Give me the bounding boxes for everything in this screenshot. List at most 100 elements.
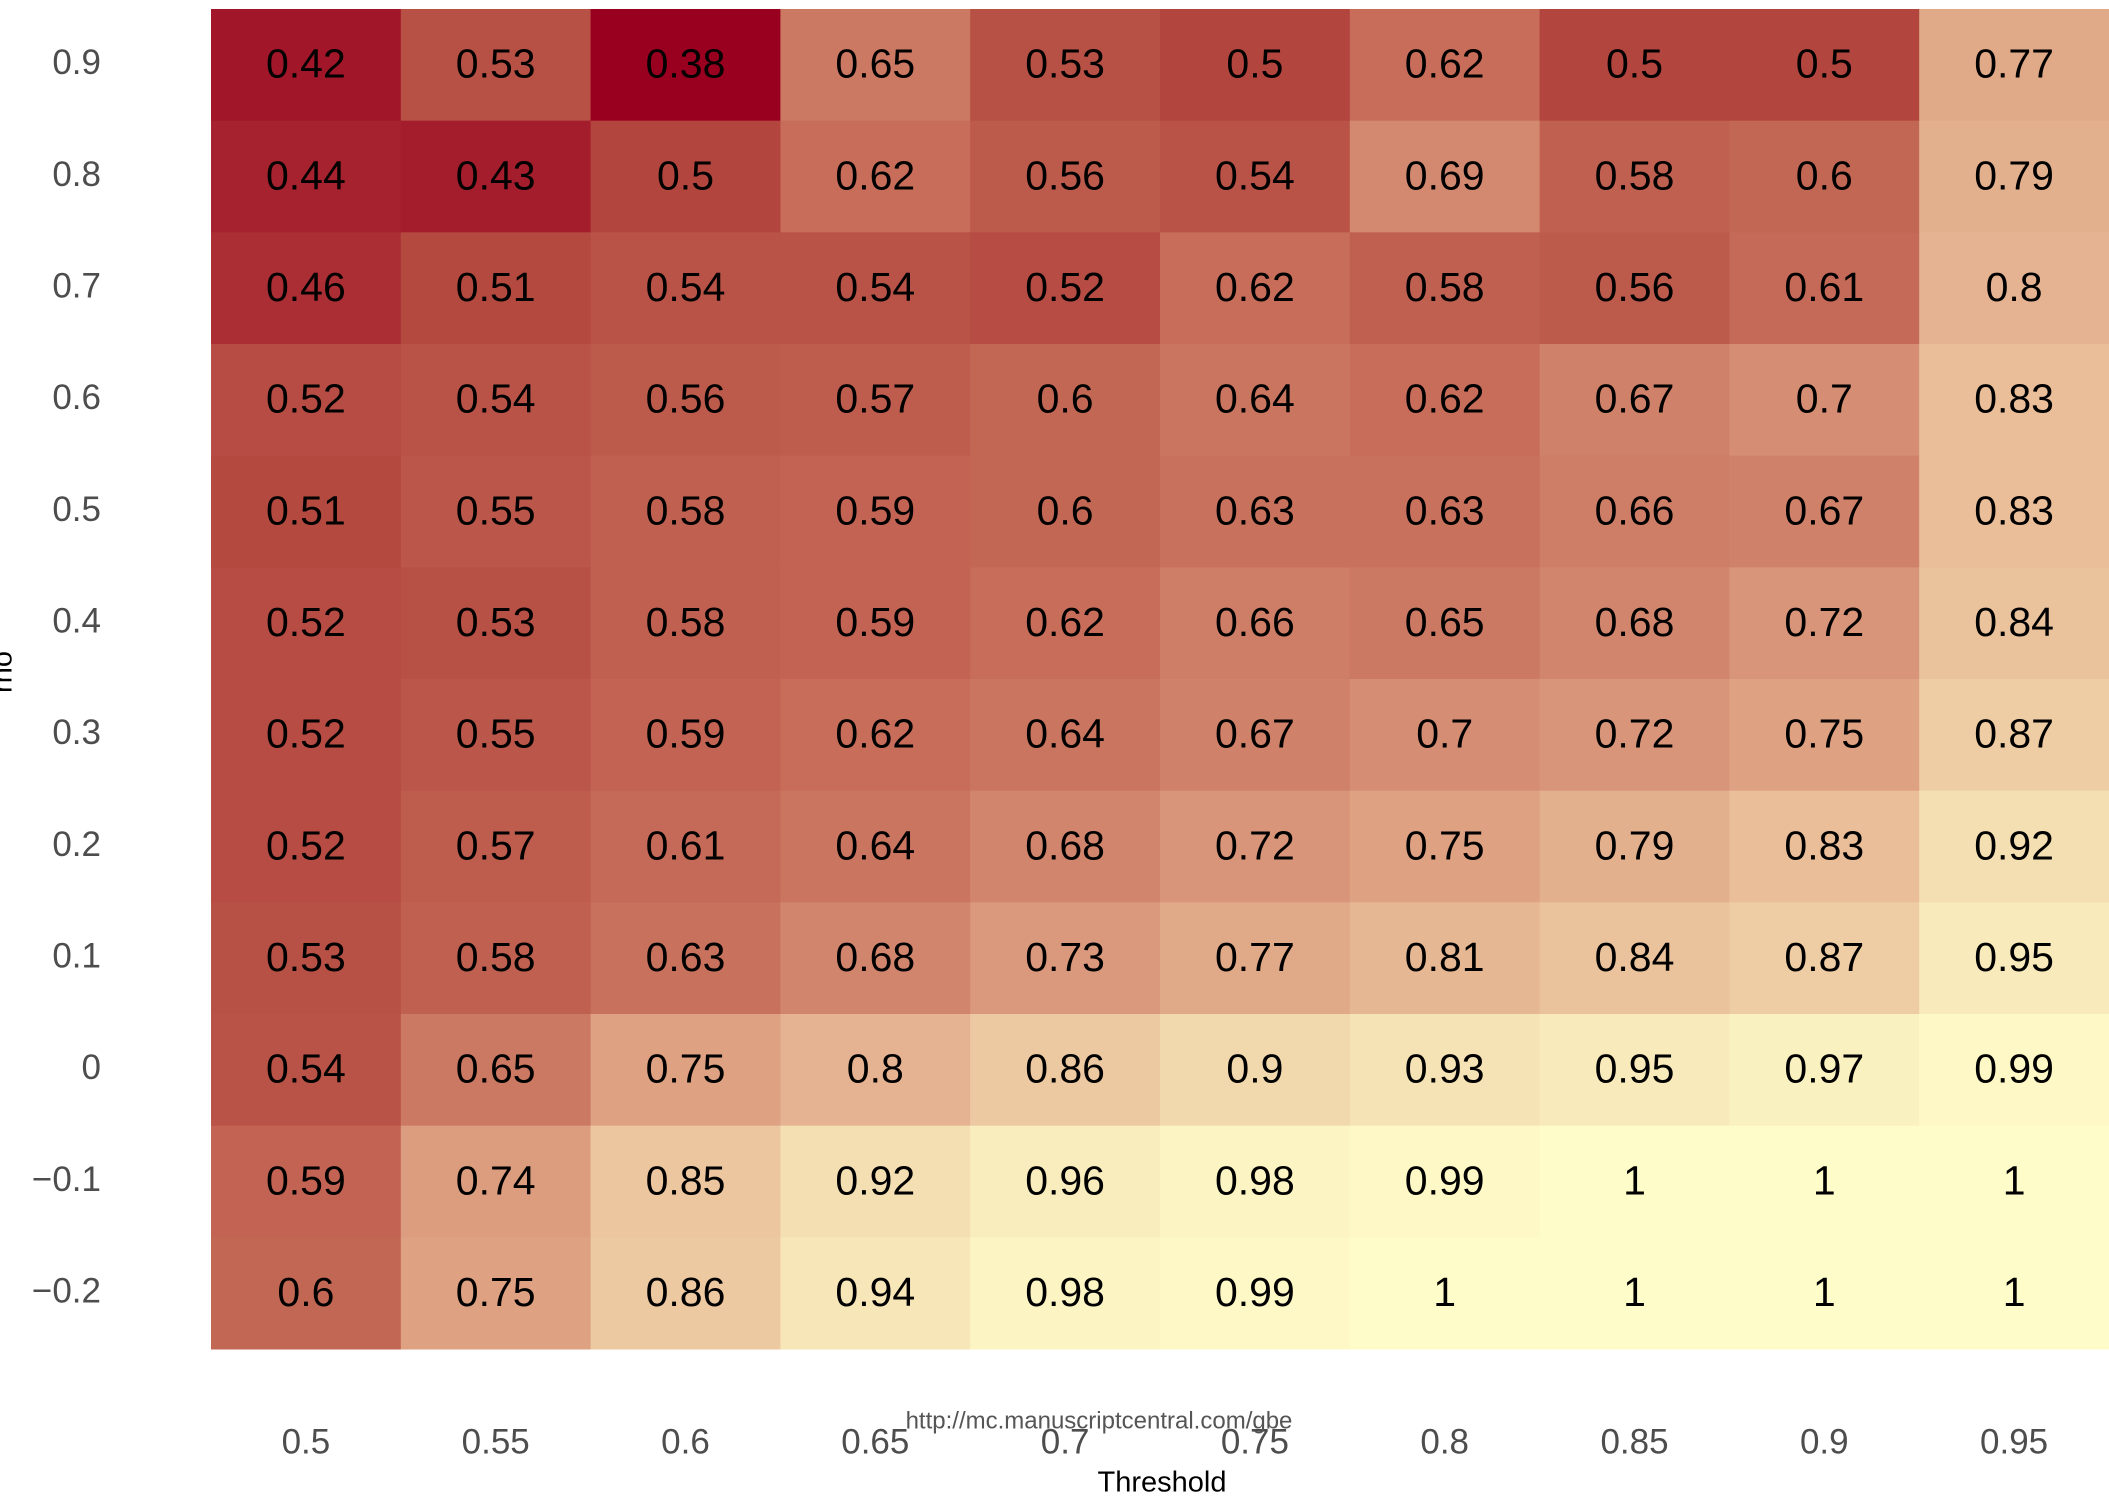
- y-tick-label: −0.1: [32, 1160, 101, 1199]
- cell-label: 0.64: [835, 822, 915, 868]
- heatmap-cell: [400, 1014, 592, 1127]
- cell-label: 0.63: [1215, 487, 1295, 533]
- heatmap-cell: [780, 1237, 971, 1350]
- x-tick-label: 0.95: [1980, 1422, 2048, 1461]
- y-tick-label: 0.1: [52, 936, 101, 975]
- cell-label: 0.94: [835, 1269, 915, 1315]
- cell-label: 0.74: [456, 1157, 536, 1203]
- cell-label: 0.72: [1215, 822, 1295, 868]
- x-tick-label: 0.9: [1800, 1422, 1849, 1461]
- heatmap-cell: [970, 790, 1161, 903]
- cell-label: 0.67: [1784, 487, 1864, 533]
- heatmap-cell: [1919, 1014, 2109, 1127]
- cell-label: 0.52: [266, 822, 346, 868]
- cell-label: 0.59: [835, 487, 915, 533]
- cell-label: 0.99: [1215, 1269, 1295, 1315]
- heatmap-cell: [211, 232, 402, 345]
- cell-label: 0.72: [1595, 711, 1675, 757]
- cell-label: 0.46: [266, 264, 346, 310]
- heatmap-cell: [1729, 232, 1920, 345]
- cell-label: 0.83: [1974, 376, 2054, 422]
- cell-label: 0.96: [1025, 1157, 1105, 1203]
- heatmap-cell: [590, 1014, 781, 1127]
- heatmap-cell: [1919, 790, 2109, 903]
- cell-label: 0.79: [1595, 822, 1675, 868]
- heatmap-cell: [970, 9, 1161, 122]
- heatmap-cell: [590, 1237, 781, 1350]
- cell-label: 0.52: [1025, 264, 1105, 310]
- heatmap-cell: [780, 790, 971, 903]
- heatmap-cell: [400, 1237, 592, 1350]
- heatmap-cell: [1160, 679, 1351, 792]
- cell-label: 0.52: [266, 376, 346, 422]
- heatmap-cell: [780, 902, 971, 1015]
- heatmap-cell: [1539, 790, 1730, 903]
- cell-label: 0.57: [456, 822, 536, 868]
- x-tick-label: 0.7: [1041, 1422, 1090, 1461]
- y-tick-label: 0.6: [52, 378, 101, 417]
- cell-label: 0.38: [646, 41, 726, 87]
- heatmap-cell: [400, 344, 592, 457]
- heatmap-cell: [1349, 120, 1541, 233]
- heatmap-cell: [211, 679, 402, 792]
- cell-label: 0.51: [456, 264, 536, 310]
- x-tick-label: 0.55: [462, 1422, 530, 1461]
- cell-label: 0.61: [1784, 264, 1864, 310]
- heatmap-cell: [780, 344, 971, 457]
- heatmap-cell: [1160, 790, 1351, 903]
- y-tick-label: 0: [82, 1048, 101, 1087]
- heatmap-cell: [1729, 567, 1920, 680]
- heatmap-cell: [1349, 455, 1541, 568]
- cell-label: 0.6: [1796, 152, 1853, 198]
- heatmap-cell: [1539, 1237, 1730, 1350]
- heatmap-cell: [970, 455, 1161, 568]
- heatmap-cell: [1160, 567, 1351, 680]
- cell-label: 1: [1433, 1269, 1456, 1315]
- cell-label: 0.65: [1405, 599, 1485, 645]
- cell-label: 0.63: [646, 934, 726, 980]
- cell-label: 0.59: [266, 1157, 346, 1203]
- cell-label: 0.53: [456, 41, 536, 87]
- heatmap-cell: [970, 679, 1161, 792]
- heatmap-cell: [211, 567, 402, 680]
- heatmap-cell: [1729, 790, 1920, 903]
- cell-label: 0.72: [1784, 599, 1864, 645]
- heatmap-cell: [780, 232, 971, 345]
- cell-label: 0.9: [1226, 1046, 1283, 1092]
- cell-label: 0.84: [1974, 599, 2054, 645]
- heatmap-cell: [1919, 1237, 2109, 1350]
- heatmap-cell: [780, 1125, 971, 1238]
- heatmap-cell: [211, 1014, 402, 1127]
- heatmap-cell: [1349, 1014, 1541, 1127]
- cell-label: 0.62: [1405, 376, 1485, 422]
- x-tick-label: 0.65: [841, 1422, 909, 1461]
- cell-label: 0.5: [1606, 41, 1663, 87]
- heatmap-cell: [1539, 455, 1730, 568]
- heatmap-cell: [1539, 567, 1730, 680]
- cell-label: 1: [1813, 1269, 1836, 1315]
- heatmap-cell: [970, 344, 1161, 457]
- cell-label: 0.65: [456, 1046, 536, 1092]
- heatmap-cell: [211, 1125, 402, 1238]
- cell-label: 0.64: [1215, 376, 1295, 422]
- y-tick-label: 0.7: [52, 266, 101, 305]
- cell-label: 0.83: [1784, 822, 1864, 868]
- cell-label: 0.75: [456, 1269, 536, 1315]
- heatmap-cell: [1349, 344, 1541, 457]
- cell-label: 0.97: [1784, 1046, 1864, 1092]
- cell-label: 0.63: [1405, 487, 1485, 533]
- cell-label: 0.54: [646, 264, 726, 310]
- x-tick-label: 0.5: [282, 1422, 331, 1461]
- heatmap-cell: [211, 902, 402, 1015]
- heatmap-cell: [590, 232, 781, 345]
- cell-label: 0.67: [1595, 376, 1675, 422]
- cell-label: 0.79: [1974, 152, 2054, 198]
- cell-label: 1: [2003, 1157, 2026, 1203]
- heatmap-cell: [780, 120, 971, 233]
- x-tick-label: 0.8: [1420, 1422, 1469, 1461]
- heatmap-cell: [1539, 232, 1730, 345]
- heatmap-cell: [1160, 232, 1351, 345]
- heatmap-cell: [1160, 1125, 1351, 1238]
- heatmap-cell: [1729, 344, 1920, 457]
- heatmap-cell: [590, 344, 781, 457]
